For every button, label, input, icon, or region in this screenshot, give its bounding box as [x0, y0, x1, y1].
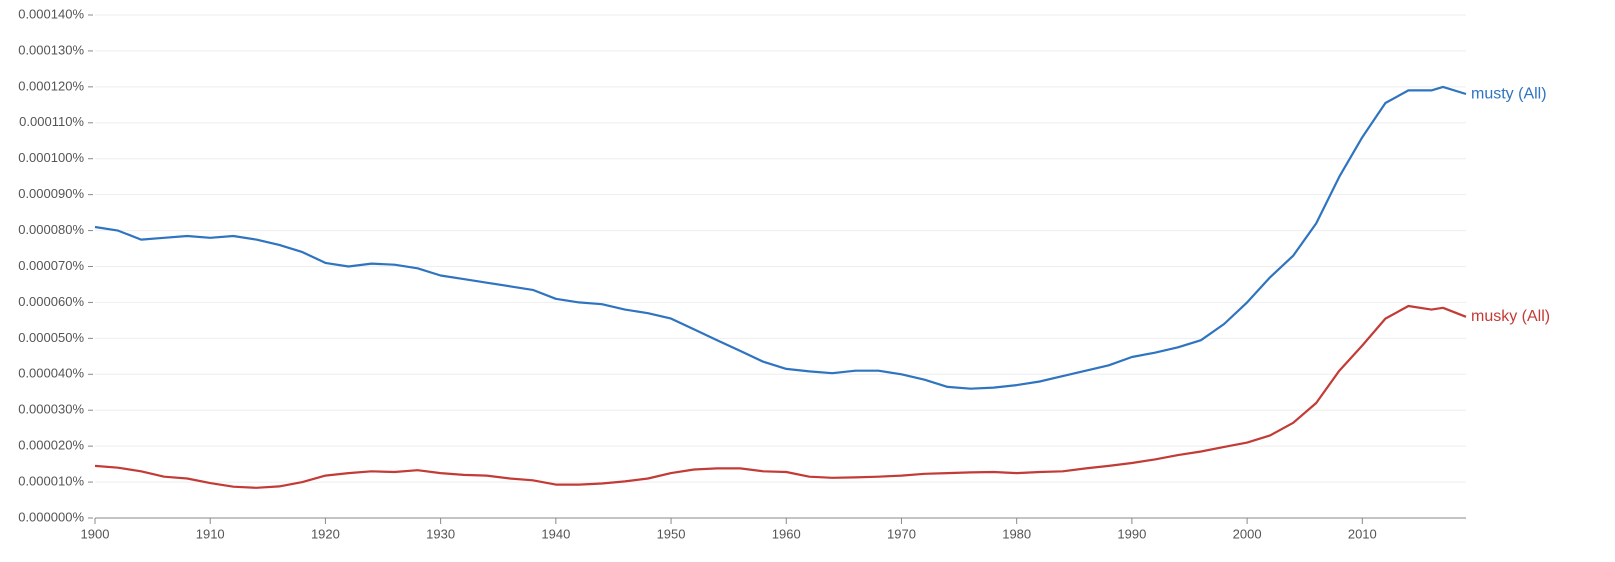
series-line — [94, 304, 1467, 489]
x-tick-label: 1990 — [1117, 526, 1146, 541]
y-tick-label: 0.000070% — [18, 258, 84, 273]
x-tick-label: 1980 — [1002, 526, 1031, 541]
x-tick-label: 1930 — [426, 526, 455, 541]
y-tick-label: 0.000080% — [18, 222, 84, 237]
y-tick-label: 0.000140% — [18, 6, 84, 21]
y-tick-label: 0.000060% — [18, 294, 84, 309]
y-tick-label: 0.000100% — [18, 150, 84, 165]
x-tick-label: 1940 — [541, 526, 570, 541]
y-tick-label: 0.000130% — [18, 42, 84, 57]
y-tick-label: 0.000120% — [18, 78, 84, 93]
x-tick-label: 1950 — [657, 526, 686, 541]
x-tick-label: 2010 — [1348, 526, 1377, 541]
y-tick-label: 0.000110% — [19, 114, 84, 129]
x-tick-label: 1920 — [311, 526, 340, 541]
series-line — [94, 85, 1467, 390]
y-tick-label: 0.000040% — [18, 366, 84, 381]
x-tick-label: 1900 — [81, 526, 110, 541]
y-tick-label: 0.000090% — [18, 186, 84, 201]
y-tick-label: 0.000010% — [18, 474, 84, 489]
x-tick-label: 1960 — [772, 526, 801, 541]
y-tick-label: 0.000030% — [18, 402, 84, 417]
y-tick-label: 0.000020% — [18, 438, 84, 453]
y-tick-label: 0.000000% — [18, 509, 84, 524]
x-tick-label: 1910 — [196, 526, 225, 541]
x-tick-label: 1970 — [887, 526, 916, 541]
y-tick-label: 0.000050% — [18, 330, 84, 345]
x-tick-label: 2000 — [1233, 526, 1262, 541]
legend-label: musky (All) — [1471, 308, 1550, 325]
legend-label: musty (All) — [1471, 85, 1547, 102]
